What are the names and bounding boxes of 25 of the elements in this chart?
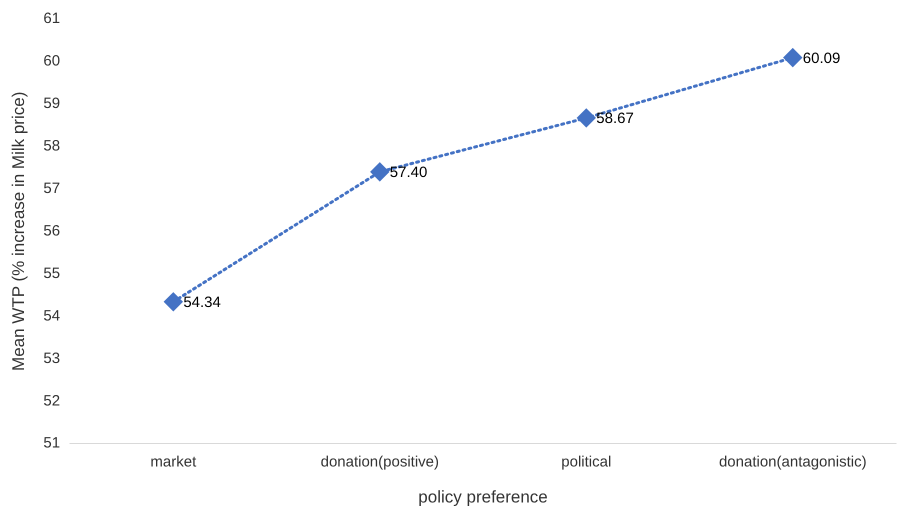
- y-tick-label: 57: [43, 180, 60, 197]
- x-tick-label: market: [150, 454, 198, 471]
- y-tick-label: 59: [43, 95, 60, 112]
- data-label: 57.40: [390, 164, 428, 181]
- point: [576, 108, 596, 128]
- y-tick-label: 60: [43, 52, 60, 70]
- x-tick-label: political: [561, 454, 612, 471]
- x-tick-label: donation(antagonistic): [718, 454, 867, 471]
- y-tick-label: 55: [43, 264, 60, 282]
- y-tick-label: 58: [43, 138, 60, 155]
- data-label: 58.67: [596, 110, 634, 128]
- y-tick-label: 52: [43, 392, 60, 410]
- point: [370, 162, 390, 182]
- y-tick-label: 56: [43, 222, 60, 240]
- data-label: 60.09: [802, 50, 840, 67]
- y-tick-label: 53: [43, 350, 60, 367]
- y-tick-label: 54: [43, 307, 60, 324]
- x-axis-title: policy preference: [418, 487, 548, 506]
- data-label: 54.34: [183, 294, 221, 311]
- y-tick-label: 61: [43, 10, 60, 28]
- point: [164, 292, 183, 312]
- point: [783, 48, 802, 68]
- y-axis-title: Mean WTP (% increase in Milk price): [8, 92, 28, 371]
- x-tick-label: donation(positive): [320, 454, 440, 471]
- y-tick-label: 51: [43, 434, 60, 452]
